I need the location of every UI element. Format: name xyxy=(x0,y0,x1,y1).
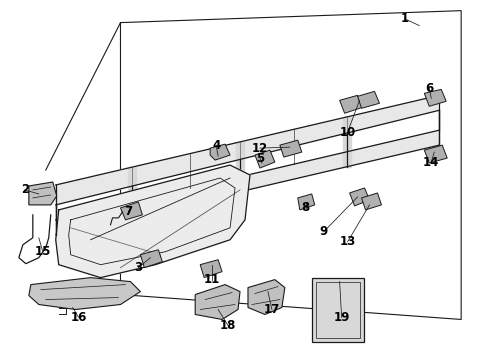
Text: 11: 11 xyxy=(204,273,220,286)
Polygon shape xyxy=(121,202,143,220)
Polygon shape xyxy=(29,278,141,310)
Text: 8: 8 xyxy=(302,201,310,215)
Polygon shape xyxy=(29,182,57,205)
Text: 14: 14 xyxy=(423,156,440,168)
Text: 1: 1 xyxy=(400,12,409,25)
Text: 15: 15 xyxy=(35,245,51,258)
Polygon shape xyxy=(200,260,222,278)
Text: 9: 9 xyxy=(319,225,328,238)
Text: 16: 16 xyxy=(71,311,87,324)
Text: 5: 5 xyxy=(256,152,264,165)
Text: 4: 4 xyxy=(212,139,220,152)
Text: 7: 7 xyxy=(124,205,132,219)
Text: 19: 19 xyxy=(333,311,350,324)
Polygon shape xyxy=(424,89,446,106)
Polygon shape xyxy=(248,280,285,315)
Polygon shape xyxy=(56,95,439,205)
FancyBboxPatch shape xyxy=(312,278,364,342)
Text: 13: 13 xyxy=(340,235,356,248)
Polygon shape xyxy=(424,145,447,163)
Polygon shape xyxy=(280,140,302,157)
Polygon shape xyxy=(340,95,363,113)
Text: 18: 18 xyxy=(220,319,236,332)
Text: 10: 10 xyxy=(340,126,356,139)
Polygon shape xyxy=(358,91,379,108)
Polygon shape xyxy=(362,193,382,210)
Text: 2: 2 xyxy=(21,184,29,197)
Polygon shape xyxy=(128,167,136,217)
Polygon shape xyxy=(298,194,315,210)
Polygon shape xyxy=(255,150,275,168)
Text: 17: 17 xyxy=(264,303,280,316)
Text: 6: 6 xyxy=(425,82,434,95)
Text: 3: 3 xyxy=(134,261,143,274)
Polygon shape xyxy=(236,142,244,192)
Polygon shape xyxy=(195,285,240,319)
Polygon shape xyxy=(141,250,162,268)
Polygon shape xyxy=(56,165,250,278)
Polygon shape xyxy=(56,130,439,235)
Text: 12: 12 xyxy=(252,141,268,155)
Polygon shape xyxy=(210,144,230,160)
Polygon shape xyxy=(349,188,369,206)
Polygon shape xyxy=(343,117,351,167)
